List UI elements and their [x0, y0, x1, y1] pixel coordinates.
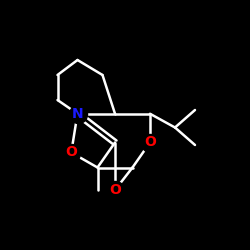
Text: N: N — [72, 107, 83, 121]
Text: O: O — [144, 136, 156, 149]
Text: O: O — [109, 183, 121, 197]
Text: O: O — [65, 146, 77, 160]
